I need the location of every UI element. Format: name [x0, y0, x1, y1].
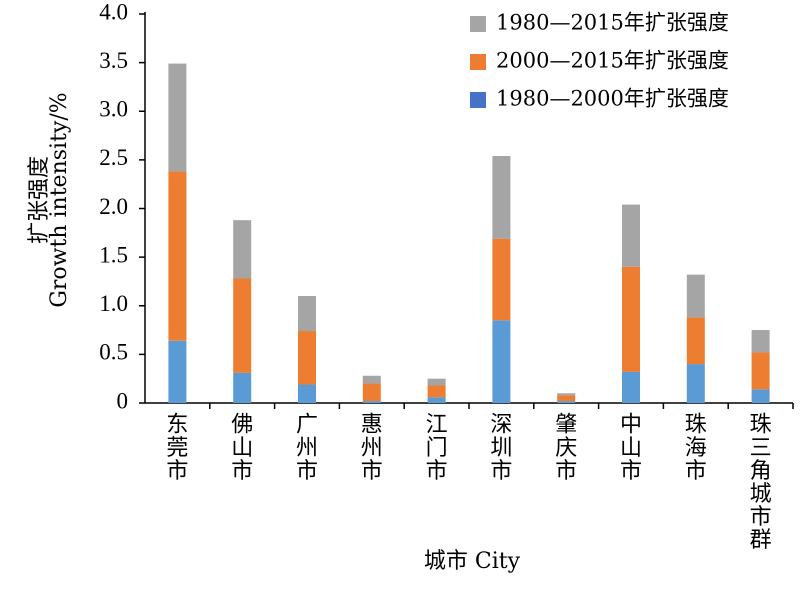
- y-axis-title-en: Growth intensity/%: [47, 92, 72, 307]
- x-axis-title: 城市 City: [424, 549, 521, 574]
- bar-segment: [751, 352, 770, 390]
- bar-segment: [233, 278, 252, 373]
- bar-segment: [362, 383, 381, 402]
- bar-segment: [622, 204, 640, 267]
- x-category-label: 惠州市: [361, 413, 383, 484]
- bar-segment: [492, 320, 511, 403]
- bar-segment: [751, 389, 770, 403]
- bar-segment: [751, 330, 770, 353]
- x-category-label: 东莞市: [166, 413, 188, 484]
- x-category-label: 肇庆市: [555, 413, 577, 484]
- legend-label: 2000—2015年扩张强度: [496, 49, 729, 73]
- x-category-labels: 东莞市 佛山市 广州市 惠州市 江门市 深圳市 肇庆市 中山市 珠海市 珠三角城市群: [166, 403, 794, 554]
- x-category-label: 珠海市: [685, 413, 707, 484]
- bar-segment: [557, 401, 576, 403]
- bar-segment: [233, 372, 252, 403]
- bar-segment: [686, 364, 705, 403]
- bar-segment: [168, 171, 187, 341]
- x-category-label: 中山市: [620, 413, 642, 484]
- bar-segment: [168, 340, 187, 403]
- legend-swatch: [470, 92, 486, 108]
- y-axis-title: 扩张强度: [27, 156, 52, 244]
- y-tick-label: 3.0: [99, 97, 128, 122]
- y-tick-labels: 0 0.5 1.0 1.5 2.0 2.5 3.0 3.5 4.0: [99, 0, 145, 413]
- legend-label: 1980—2000年扩张强度: [496, 87, 729, 111]
- y-tick-label: 3.5: [99, 48, 128, 73]
- plot-area: 0 0.5 1.0 1.5 2.0 2.5 3.0 3.5 4.0 东莞市 佛山市 广州市 惠州市 江门…: [99, 0, 794, 554]
- y-tick-label: 0.5: [99, 340, 128, 365]
- bar-segment: [622, 266, 640, 372]
- y-tick-label: 1.0: [99, 291, 128, 316]
- bar-segment: [168, 63, 187, 172]
- bar-marks: [168, 63, 770, 403]
- bar-segment: [298, 331, 316, 385]
- bar-segment: [298, 384, 316, 403]
- x-category-label: 佛山市: [231, 413, 253, 484]
- y-tick-label: 1.5: [99, 242, 128, 267]
- bar-segment: [622, 371, 640, 403]
- bar-segment: [362, 401, 381, 403]
- legend-swatch: [470, 54, 486, 70]
- legend-label: 1980—2015年扩张强度: [496, 11, 729, 35]
- bar-segment: [686, 274, 705, 318]
- y-axis-title-cn: 扩张强度: [27, 156, 52, 244]
- y-tick-label: 0: [117, 388, 129, 413]
- x-category-label: 深圳市: [490, 413, 512, 484]
- y-tick-label: 2.5: [99, 145, 128, 170]
- bar-segment: [362, 375, 381, 384]
- x-category-label: 珠三角城市群: [750, 413, 772, 554]
- bar-segment: [557, 395, 576, 402]
- legend-swatch: [470, 16, 486, 32]
- bar-segment: [427, 385, 446, 398]
- y-tick-label: 4.0: [99, 0, 128, 24]
- bar-segment: [492, 238, 511, 321]
- x-category-label: 江门市: [426, 413, 448, 484]
- bar-segment: [427, 378, 446, 386]
- bar-segment: [298, 296, 316, 332]
- bar-segment: [492, 155, 511, 239]
- bar-segment: [686, 317, 705, 365]
- bar-segment: [233, 220, 252, 279]
- legend: 1980—2015年扩张强度 2000—2015年扩张强度 1980—2000年扩张…: [470, 11, 729, 111]
- bar-segment: [557, 393, 576, 396]
- bar-segment: [427, 397, 446, 403]
- y-tick-label: 2.0: [99, 194, 128, 219]
- x-category-label: 广州市: [296, 413, 318, 484]
- y-axis-title-en-group: Growth intensity/%: [47, 92, 72, 307]
